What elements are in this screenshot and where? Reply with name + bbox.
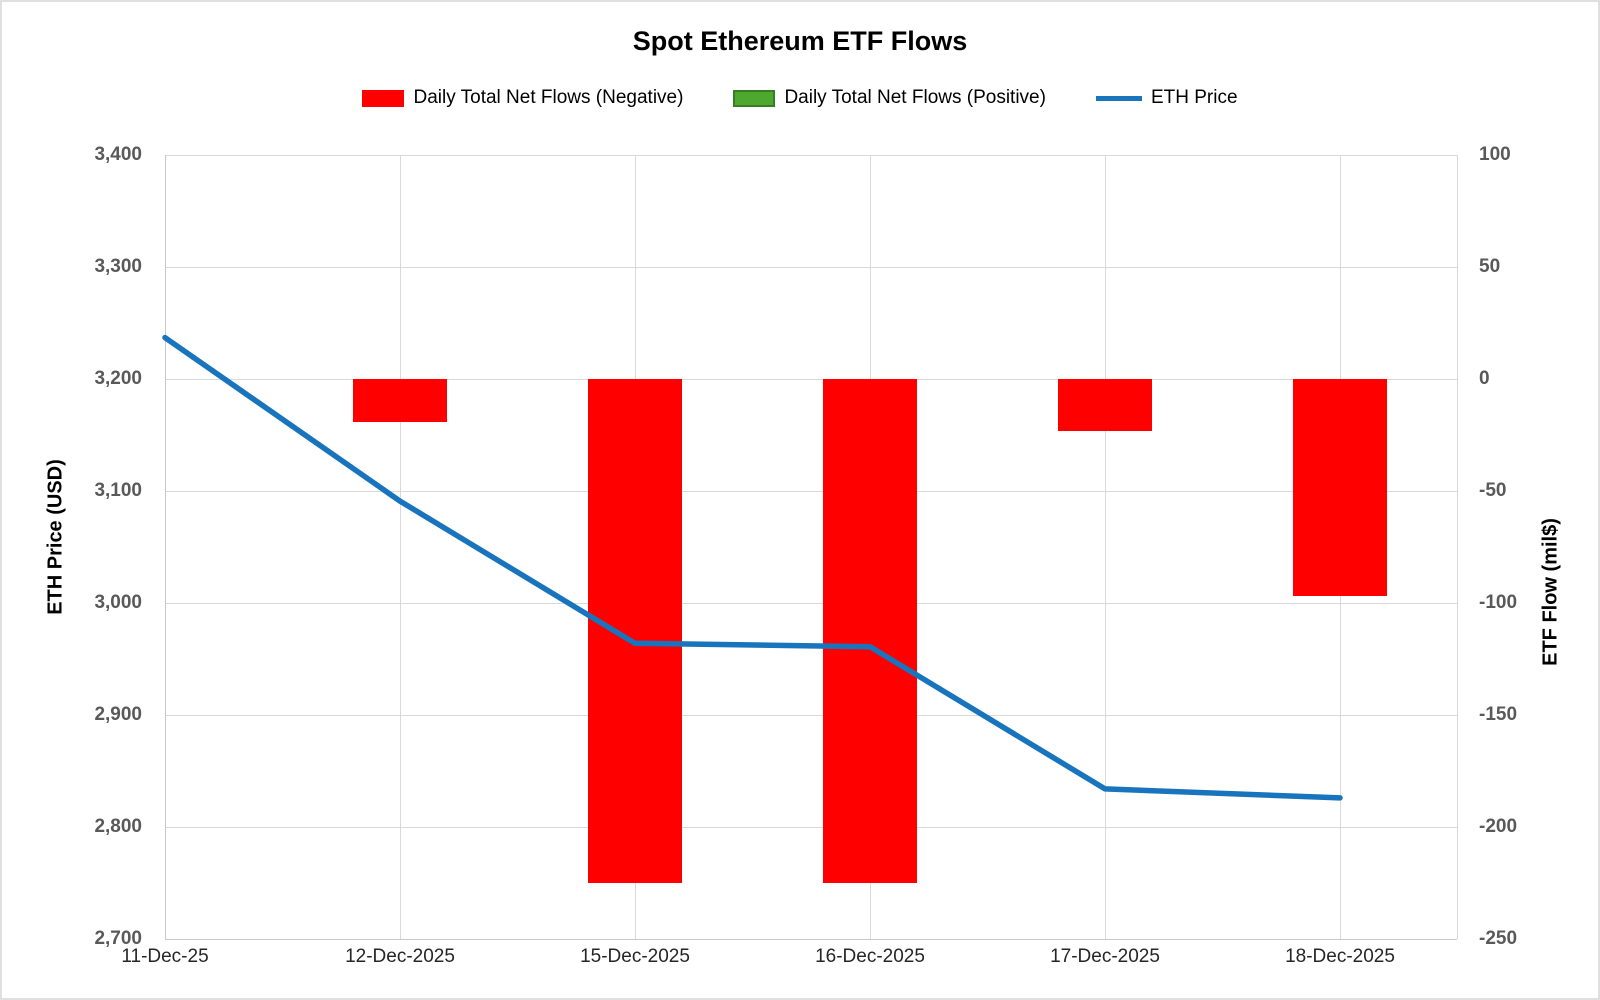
right-axis-tick: 0 (1479, 368, 1490, 389)
gridline-horizontal (165, 827, 1457, 828)
legend-item: ETH Price (1095, 87, 1238, 109)
left-axis-tick: 2,900 (94, 704, 142, 725)
left-axis-tick: 2,700 (94, 928, 142, 949)
left-axis-tick: 3,200 (94, 368, 142, 389)
right-axis-tick: -150 (1479, 704, 1518, 725)
legend-label: Daily Total Net Flows (Negative) (413, 87, 684, 108)
left-axis-tick: 3,100 (94, 480, 142, 501)
bar-negative-flow (1058, 379, 1152, 431)
legend-label: ETH Price (1150, 87, 1238, 108)
legend-item: Daily Total Net Flows (Negative) (362, 87, 683, 109)
right-axis-tick-labels: 100 50 0 -50 -100 -150 -200 -250 (1479, 144, 1589, 949)
left-axis-tick-labels: 3,400 3,300 3,200 3,100 3,000 2,900 2,800 2,700 (2, 144, 142, 949)
right-axis-tick: 100 (1479, 144, 1511, 165)
right-axis-tick: -50 (1479, 480, 1507, 501)
chart-title: Spot Ethereum ETF Flows (632, 26, 968, 56)
gridline-vertical (1457, 155, 1458, 939)
gridline-horizontal (165, 155, 1457, 156)
left-axis-tick: 3,300 (94, 256, 142, 277)
left-axis-tick: 3,000 (94, 592, 142, 613)
x-axis-label: 17-Dec-2025 (1050, 946, 1160, 967)
left-axis-tick: 2,800 (94, 816, 142, 837)
x-axis-label: 15-Dec-2025 (580, 946, 690, 967)
x-axis-label: 11-Dec-25 (121, 946, 209, 967)
legend-line-swatch (1095, 95, 1142, 101)
left-axis-title: ETH Price (USD) (44, 459, 67, 615)
chart-legend: Daily Total Net Flows (Negative) Daily To… (2, 87, 1598, 109)
gridline-horizontal (165, 267, 1457, 268)
plot-area (162, 155, 1458, 940)
bar-negative-flow (823, 379, 917, 883)
x-axis-labels: 11-Dec-25 12-Dec-2025 15-Dec-2025 16-Dec-20… (121, 946, 1457, 972)
gridline-vertical (400, 155, 401, 939)
right-axis-title: ETF Flow (mil$) (1539, 518, 1562, 666)
right-axis-tick: 50 (1479, 256, 1501, 277)
legend-bar-swatch (733, 89, 776, 107)
bar-negative-flow (588, 379, 682, 883)
x-axis-label: 16-Dec-2025 (815, 946, 925, 967)
y-axis-line (165, 155, 166, 939)
legend-bar-swatch (362, 89, 405, 107)
gridline-horizontal (165, 379, 1457, 380)
x-axis-line (165, 939, 1457, 940)
legend-label: Daily Total Net Flows (Positive) (784, 87, 1046, 108)
left-axis-tick: 3,400 (94, 144, 142, 165)
gridline-horizontal (165, 603, 1457, 604)
eth-price-line (162, 334, 1343, 801)
bar-negative-flow (353, 379, 447, 422)
right-axis-tick: -250 (1479, 928, 1518, 949)
x-axis-label: 12-Dec-2025 (345, 946, 455, 967)
right-axis-tick: -200 (1479, 816, 1518, 837)
gridline-horizontal (165, 491, 1457, 492)
legend-item: Daily Total Net Flows (Positive) (733, 87, 1046, 109)
x-axis-label: 18-Dec-2025 (1285, 946, 1395, 967)
gridline-horizontal (165, 715, 1457, 716)
bar-negative-flow (1293, 379, 1387, 597)
gridline-vertical (1105, 155, 1106, 939)
right-axis-tick: -100 (1479, 592, 1518, 613)
